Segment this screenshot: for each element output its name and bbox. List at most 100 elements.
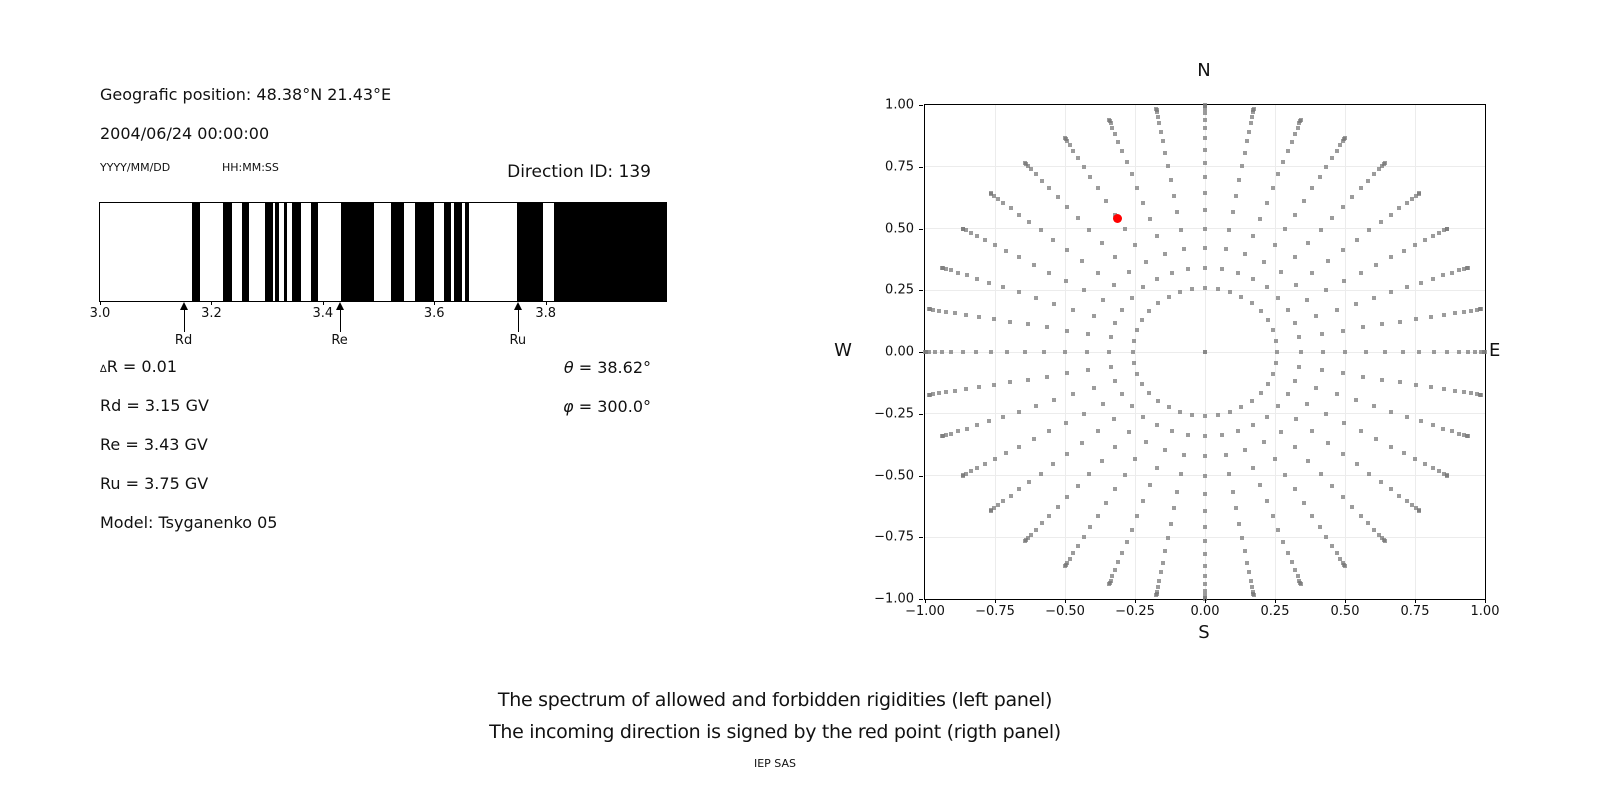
direction-grid-dot bbox=[1025, 377, 1030, 382]
delta-symbol: ∆ bbox=[100, 364, 107, 375]
direction-grid-dot bbox=[1203, 226, 1207, 231]
direction-grid-dot bbox=[1466, 434, 1471, 439]
direction-grid-dot bbox=[1388, 255, 1393, 260]
direction-grid-dot bbox=[991, 193, 996, 198]
direction-grid-dot bbox=[1354, 237, 1359, 242]
direction-grid-dot bbox=[1249, 301, 1254, 306]
direction-grid-dot bbox=[1203, 350, 1207, 354]
direction-grid-dot bbox=[1353, 398, 1358, 403]
direction-grid-dot bbox=[1353, 301, 1358, 306]
direction-grid-dot bbox=[1065, 452, 1070, 457]
direction-grid-dot bbox=[1372, 295, 1377, 300]
direction-grid-dot bbox=[1430, 276, 1435, 281]
direction-grid-dot bbox=[1203, 491, 1207, 496]
direction-grid-dot bbox=[1008, 380, 1013, 385]
direction-grid-dot bbox=[1155, 466, 1160, 471]
direction-grid-dot bbox=[955, 270, 960, 275]
direction-grid-dot bbox=[964, 312, 969, 317]
direction-grid-dot bbox=[983, 238, 988, 243]
direction-grid-dot bbox=[975, 276, 980, 281]
direction-grid-dot bbox=[1140, 318, 1145, 323]
direction-grid-dot bbox=[1376, 167, 1381, 172]
direction-grid-dot bbox=[1063, 420, 1068, 425]
direction-grid-dot bbox=[1124, 159, 1129, 164]
direction-grid-dot bbox=[1292, 255, 1297, 260]
x-tick-label: 0.50 bbox=[1330, 604, 1360, 619]
direction-grid-dot bbox=[1234, 193, 1239, 198]
caption-credit: IEP SAS bbox=[753, 757, 797, 770]
direction-grid-dot bbox=[1165, 163, 1170, 168]
direction-grid-dot bbox=[1075, 216, 1080, 221]
direction-grid-dot bbox=[1334, 392, 1339, 397]
direction-grid-dot bbox=[993, 243, 997, 248]
direction-grid-dot bbox=[1380, 163, 1385, 168]
direction-grid-dot bbox=[1363, 350, 1368, 354]
forbidden-band bbox=[241, 203, 250, 301]
direction-grid-dot bbox=[1428, 385, 1433, 390]
x-tick-label: 0.25 bbox=[1260, 604, 1290, 619]
rd-value: Rd = 3.15 GV bbox=[100, 396, 209, 415]
direction-grid-dot bbox=[1126, 429, 1131, 434]
direction-grid-dot bbox=[1086, 331, 1091, 336]
direction-grid-dot bbox=[1366, 178, 1371, 183]
direction-grid-dot bbox=[1404, 414, 1409, 419]
direction-grid-dot bbox=[1065, 494, 1070, 499]
direction-grid-dot bbox=[1157, 121, 1162, 126]
direction-grid-dot bbox=[1133, 456, 1137, 461]
y-tick-mark bbox=[919, 413, 923, 415]
direction-grid-dot bbox=[1417, 191, 1422, 196]
direction-grid-dot bbox=[1203, 563, 1207, 568]
direction-grid-dot bbox=[995, 196, 1000, 201]
y-tick-label: −1.00 bbox=[874, 591, 914, 607]
direction-grid-dot bbox=[936, 391, 941, 396]
direction-grid-dot bbox=[1245, 560, 1250, 565]
direction-grid-dot bbox=[1203, 136, 1207, 141]
x-tick-mark bbox=[1135, 599, 1136, 603]
direction-grid-dot bbox=[1071, 148, 1076, 153]
direction-grid-dot bbox=[927, 350, 932, 354]
cutoff-arrow-icon bbox=[179, 302, 188, 310]
direction-grid-dot bbox=[1113, 321, 1117, 326]
direction-grid-dot bbox=[1474, 307, 1479, 312]
direction-grid-dot bbox=[1306, 458, 1311, 463]
direction-grid-dot bbox=[1063, 279, 1068, 284]
direction-grid-dot bbox=[1116, 139, 1121, 144]
direction-grid-dot bbox=[1168, 177, 1173, 182]
direction-grid-dot bbox=[1441, 426, 1446, 431]
direction-grid-dot bbox=[1156, 398, 1161, 403]
direction-grid-dot bbox=[1340, 560, 1345, 565]
direction-grid-dot bbox=[1437, 230, 1442, 235]
direction-grid-dot bbox=[1166, 405, 1171, 410]
direction-grid-dot bbox=[1430, 233, 1435, 238]
direction-grid-dot bbox=[1129, 172, 1134, 177]
direction-grid-dot bbox=[1016, 409, 1021, 414]
y-tick-label: −0.50 bbox=[874, 468, 914, 483]
direction-grid-dot bbox=[1310, 513, 1315, 518]
direction-grid-dot bbox=[1120, 307, 1125, 312]
delta-r-value: ∆R = 0.01 bbox=[100, 357, 178, 376]
direction-grid-dot bbox=[1081, 411, 1086, 416]
direction-grid-dot bbox=[1203, 524, 1207, 529]
direction-grid-dot bbox=[1329, 543, 1334, 548]
direction-grid-dot bbox=[1110, 125, 1115, 130]
direction-grid-dot bbox=[1306, 241, 1311, 246]
direction-grid-dot bbox=[1120, 148, 1125, 153]
direction-grid-dot bbox=[1005, 350, 1009, 354]
direction-grid-dot bbox=[1203, 111, 1207, 116]
direction-grid-dot bbox=[1017, 487, 1022, 492]
direction-grid-dot bbox=[1219, 433, 1224, 438]
direction-grid-dot bbox=[1044, 325, 1049, 330]
y-tick-mark bbox=[919, 105, 923, 106]
direction-grid-dot bbox=[1265, 318, 1270, 323]
cutoff-arrow-label-re: Re bbox=[331, 333, 348, 348]
direction-grid-dot bbox=[1227, 289, 1232, 294]
x-tick-mark bbox=[1205, 599, 1206, 603]
direction-grid-dot bbox=[1031, 437, 1036, 442]
direction-grid-dot bbox=[987, 419, 992, 424]
direction-grid-dot bbox=[1141, 499, 1146, 504]
direction-grid-dot bbox=[1281, 540, 1286, 545]
direction-grid-dot bbox=[1264, 499, 1269, 504]
direction-grid-dot bbox=[1004, 451, 1009, 456]
direction-grid-dot bbox=[1107, 117, 1112, 122]
direction-grid-dot bbox=[1113, 568, 1117, 573]
